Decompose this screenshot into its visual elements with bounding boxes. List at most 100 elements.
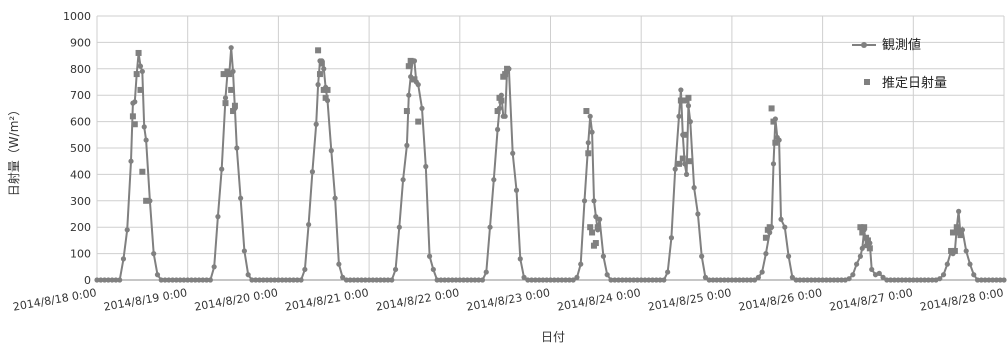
- observed-point: [423, 163, 429, 170]
- observed-point: [203, 277, 210, 283]
- observed-point: [857, 253, 863, 259]
- observed-point: [358, 277, 365, 283]
- legend-estimated-marker: [864, 79, 870, 85]
- observed-point: [94, 277, 100, 283]
- observed-point: [389, 277, 395, 283]
- observed-point: [381, 277, 387, 283]
- estimated-point: [948, 247, 955, 254]
- observed-point: [547, 277, 554, 283]
- legend-item-estimated: 推定日射量: [864, 75, 947, 91]
- observed-point: [744, 277, 750, 283]
- legend-estimated-label: 推定日射量: [882, 75, 947, 91]
- observed-point: [309, 169, 316, 175]
- observed-point: [426, 253, 433, 259]
- estimated-point: [677, 97, 684, 104]
- observed-point: [785, 253, 792, 259]
- observed-point: [453, 277, 459, 283]
- observed-point: [143, 137, 149, 143]
- observed-point: [646, 277, 652, 283]
- observed-point: [729, 277, 735, 283]
- observed-point: [634, 277, 641, 283]
- observed-point: [404, 142, 410, 148]
- observed-point: [113, 277, 119, 283]
- observed-point: [702, 274, 709, 280]
- legend-item-observed: 観測値: [852, 37, 921, 53]
- estimated-point: [316, 71, 323, 78]
- x-tick-label: 2014/8/27 0:00: [828, 286, 914, 313]
- estimated-point: [504, 65, 511, 72]
- observed-point: [544, 277, 550, 283]
- observed-point: [476, 277, 482, 283]
- observed-point: [808, 277, 814, 283]
- observed-point: [169, 277, 176, 283]
- observed-point: [827, 277, 833, 283]
- observed-point: [604, 272, 610, 278]
- observed-point: [551, 277, 557, 283]
- observed-point: [593, 214, 599, 220]
- observed-point: [540, 277, 546, 283]
- observed-point: [306, 221, 312, 228]
- observed-point: [578, 261, 584, 267]
- observed-point: [797, 277, 803, 283]
- estimated-point: [953, 224, 960, 231]
- estimated-point: [685, 94, 692, 101]
- observed-point: [574, 274, 580, 280]
- observed-point: [597, 216, 603, 222]
- observed-point: [536, 277, 542, 283]
- observed-point: [846, 276, 852, 282]
- observed-point: [241, 248, 247, 254]
- observed-point: [275, 277, 281, 283]
- observed-point: [929, 277, 935, 283]
- observed-point: [974, 277, 981, 283]
- estimated-point: [220, 71, 227, 78]
- observed-point: [963, 248, 969, 254]
- observed-point: [162, 277, 168, 283]
- y-tick-label: 500: [70, 142, 91, 155]
- observed-point: [517, 256, 523, 262]
- observed-point: [279, 277, 285, 283]
- observed-point: [253, 277, 259, 283]
- observed-point: [691, 185, 697, 191]
- observed-point: [260, 277, 266, 283]
- observed-point: [351, 277, 357, 283]
- observed-point: [101, 277, 108, 283]
- observed-point: [789, 274, 795, 280]
- observed-point: [937, 276, 943, 282]
- y-tick-label: 100: [70, 248, 91, 261]
- observed-point: [559, 277, 565, 283]
- observed-point: [370, 277, 376, 283]
- estimated-point: [864, 237, 871, 244]
- observed-point: [483, 269, 489, 275]
- observed-point: [740, 277, 746, 283]
- estimated-point: [318, 60, 325, 67]
- observed-point: [997, 277, 1003, 283]
- legend-observed-marker: [861, 42, 867, 48]
- observed-point: [211, 264, 217, 270]
- observed-point: [986, 277, 992, 283]
- y-tick-label: 0: [84, 274, 91, 287]
- estimated-point: [857, 224, 864, 231]
- observed-point: [714, 277, 720, 283]
- observed-point: [264, 277, 270, 283]
- x-tick-label: 2014/8/28 0:00: [919, 286, 1005, 313]
- observed-point: [956, 208, 962, 214]
- observed-point: [706, 277, 712, 283]
- observed-point: [415, 82, 421, 88]
- observed-point: [449, 277, 455, 283]
- estimated-point: [762, 234, 769, 241]
- observed-point: [967, 261, 973, 267]
- estimated-point: [770, 118, 777, 125]
- estimated-point: [681, 131, 688, 138]
- observed-point: [940, 272, 947, 278]
- observed-point: [884, 277, 890, 283]
- x-tick-label: 2014/8/21 0:00: [284, 286, 370, 313]
- observed-point: [1001, 277, 1007, 283]
- observed-point: [109, 277, 115, 283]
- observed-point: [831, 277, 837, 283]
- observed-point: [710, 277, 716, 283]
- observed-point: [158, 277, 164, 283]
- observed-point: [487, 224, 493, 230]
- x-tick-label: 2014/8/26 0:00: [738, 286, 824, 313]
- observed-point: [132, 99, 138, 105]
- observed-point: [192, 277, 198, 283]
